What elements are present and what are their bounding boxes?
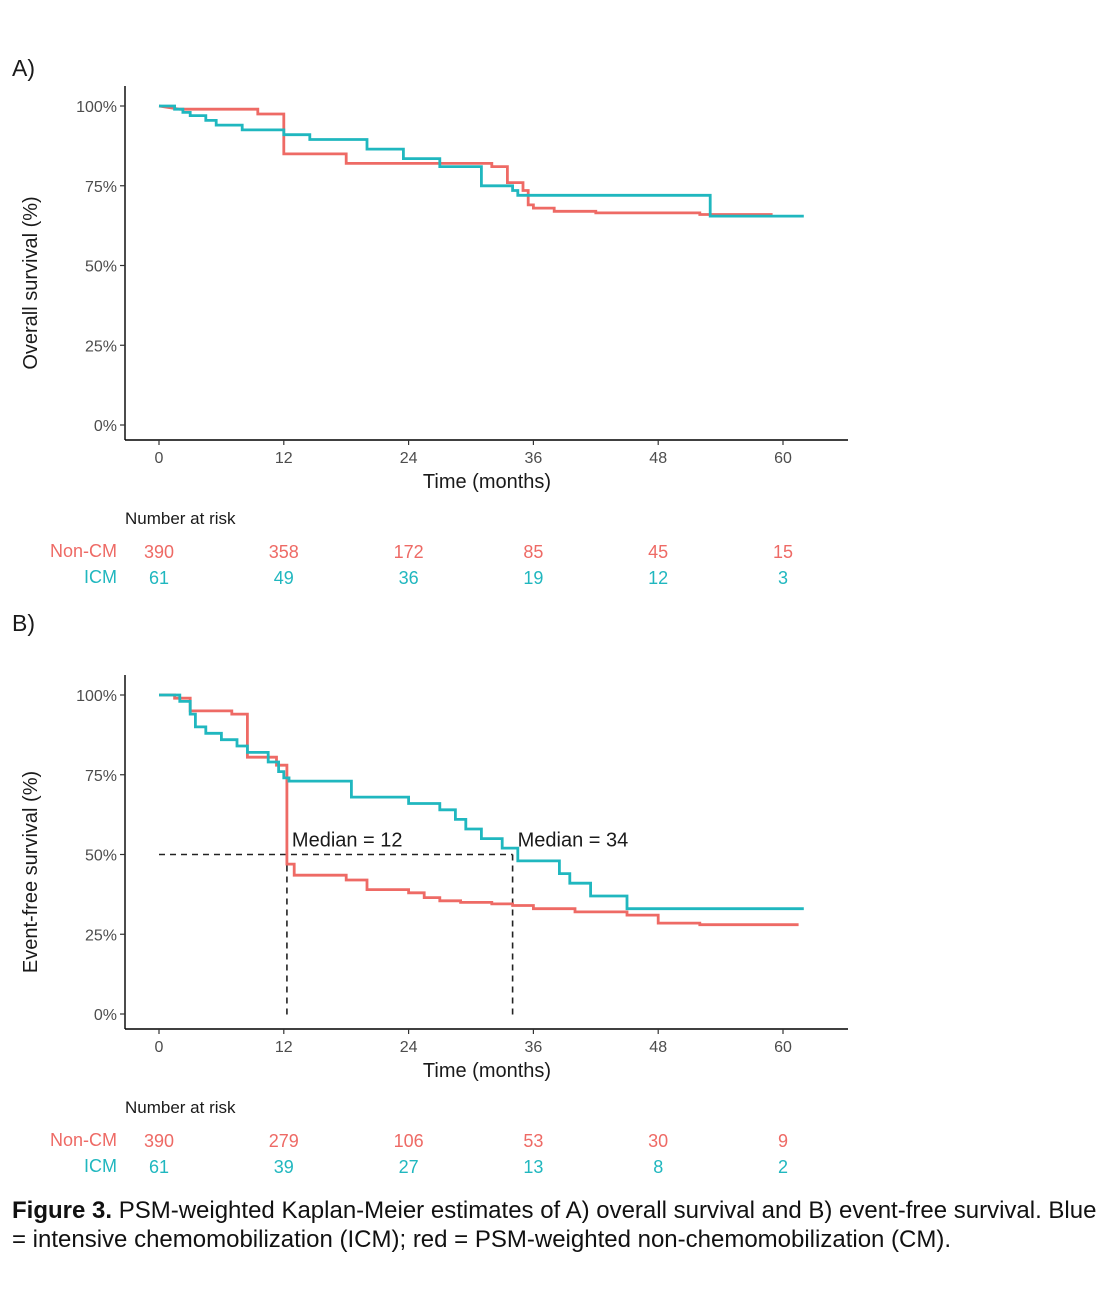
risk-count: 61 [149,1157,169,1177]
y-axis-title: Event-free survival (%) [20,771,42,973]
risk-count: 390 [144,542,174,562]
y-tick-label: 75% [85,768,117,785]
risk-count: 19 [523,568,543,588]
risk-count: 39 [274,1157,294,1177]
panel-b-label: B) [12,610,35,636]
x-tick-label: 60 [774,450,792,467]
x-tick-label: 0 [155,450,164,467]
risk-count: 13 [523,1157,543,1177]
survival-curve-icm [159,693,804,911]
caption-label: Figure 3. [12,1197,113,1224]
risk-count: 53 [523,1131,543,1151]
x-tick-label: 36 [525,450,543,467]
risk-count: 106 [394,1131,424,1151]
survival-curve-non-cm [158,104,773,216]
figure-caption: Figure 3. PSM-weighted Kaplan-Meier esti… [12,1196,1107,1254]
risk-count: 12 [648,568,668,588]
risk-count: 27 [399,1157,419,1177]
x-tick-label: 0 [155,1039,164,1056]
risk-count: 36 [399,568,419,588]
survival-curve-non-cm [159,693,799,927]
x-tick-label: 48 [649,1039,667,1056]
risk-count: 3 [778,568,788,588]
x-tick-label: 12 [275,450,293,467]
x-tick-label: 36 [525,1039,543,1056]
risk-count: 45 [648,542,668,562]
x-tick-label: 24 [400,1039,418,1056]
chart-event-free-survival: 0% 25% 50% 75% 100% 0 12 24 36 48 60 Time (months) E… [20,675,848,1177]
survival-curve-icm [159,104,804,218]
y-tick-label: 25% [85,338,117,355]
y-tick-label: 100% [76,99,117,116]
risk-count: 279 [269,1131,299,1151]
x-axis-title: Time (months) [423,1060,551,1082]
y-tick-label: 75% [85,179,117,196]
y-tick-label: 50% [85,848,117,865]
risk-count: 172 [394,542,424,562]
risk-row-label: ICM [84,567,117,587]
x-tick-label: 60 [774,1039,792,1056]
risk-row-label: Non-CM [50,1130,117,1150]
y-tick-label: 50% [85,259,117,276]
risk-count: 8 [653,1157,663,1177]
chart-overall-survival: 0% 25% 50% 75% 100% 0 12 24 36 48 60 Time (months) O… [20,86,848,588]
risk-count: 2 [778,1157,788,1177]
risk-count: 9 [778,1131,788,1151]
risk-count: 49 [274,568,294,588]
risk-row-label: ICM [84,1156,117,1176]
median-annotation: Median = 12 [292,830,403,852]
y-tick-label: 25% [85,927,117,944]
y-tick-label: 100% [76,688,117,705]
caption-text: PSM-weighted Kaplan-Meier estimates of A… [12,1197,1097,1253]
y-axis-title: Overall survival (%) [20,196,42,369]
risk-count: 358 [269,542,299,562]
median-annotation: Median = 34 [518,830,629,852]
risk-count: 85 [523,542,543,562]
risk-table-title: Number at risk [125,1098,236,1117]
risk-row-label: Non-CM [50,541,117,561]
risk-count: 15 [773,542,793,562]
risk-count: 61 [149,568,169,588]
risk-count: 30 [648,1131,668,1151]
risk-table-title: Number at risk [125,509,236,528]
panel-a-label: A) [12,55,35,81]
x-tick-label: 12 [275,1039,293,1056]
y-tick-label: 0% [94,1007,117,1024]
x-tick-label: 24 [400,450,418,467]
y-tick-label: 0% [94,418,117,435]
risk-count: 390 [144,1131,174,1151]
x-tick-label: 48 [649,450,667,467]
x-axis-title: Time (months) [423,471,551,493]
